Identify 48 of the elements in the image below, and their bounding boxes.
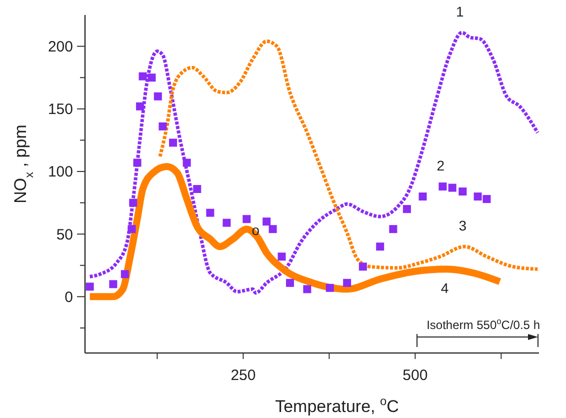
point bbox=[169, 138, 178, 147]
point bbox=[402, 205, 411, 214]
point bbox=[389, 225, 398, 234]
point bbox=[109, 280, 118, 288]
x-tick-label: 500 bbox=[402, 367, 428, 384]
point bbox=[120, 270, 129, 278]
point bbox=[133, 158, 142, 167]
x-axis-title: Temperature, $^{o}$C bbox=[275, 394, 399, 416]
x-tick-label: 250 bbox=[230, 367, 256, 384]
point bbox=[418, 192, 427, 201]
y-tick-label: 150 bbox=[48, 101, 73, 118]
point bbox=[128, 225, 136, 234]
point bbox=[482, 195, 491, 204]
line-series bbox=[88, 30, 540, 295]
point bbox=[86, 282, 94, 291]
point bbox=[268, 225, 277, 234]
series-label: 4 bbox=[440, 280, 449, 296]
point bbox=[286, 278, 294, 287]
point bbox=[193, 185, 202, 194]
point bbox=[278, 252, 286, 261]
point bbox=[148, 74, 156, 82]
point bbox=[376, 242, 384, 251]
point bbox=[158, 122, 167, 130]
point bbox=[448, 184, 456, 192]
point bbox=[136, 102, 144, 110]
annotation: Isotherm 550$^{o}$C/0.5 h bbox=[426, 316, 540, 332]
series-label: 3 bbox=[458, 218, 467, 234]
y-tick-label: 200 bbox=[48, 38, 73, 56]
point bbox=[129, 198, 138, 207]
y-tick-label: 50 bbox=[56, 226, 73, 244]
point bbox=[303, 285, 312, 294]
point bbox=[358, 262, 367, 271]
point bbox=[154, 92, 162, 100]
point bbox=[438, 182, 447, 191]
point bbox=[242, 215, 251, 224]
series-label: 1 bbox=[456, 4, 464, 20]
point bbox=[206, 208, 214, 217]
y-tick-label: 0 bbox=[64, 288, 73, 306]
point bbox=[182, 158, 191, 167]
y-tick-label: 100 bbox=[48, 164, 73, 181]
point bbox=[262, 218, 271, 226]
point bbox=[138, 72, 147, 80]
point bbox=[222, 218, 231, 227]
point bbox=[326, 284, 334, 292]
point bbox=[474, 192, 482, 201]
point bbox=[343, 278, 352, 287]
point bbox=[458, 188, 467, 196]
series-label: 2 bbox=[436, 158, 445, 174]
